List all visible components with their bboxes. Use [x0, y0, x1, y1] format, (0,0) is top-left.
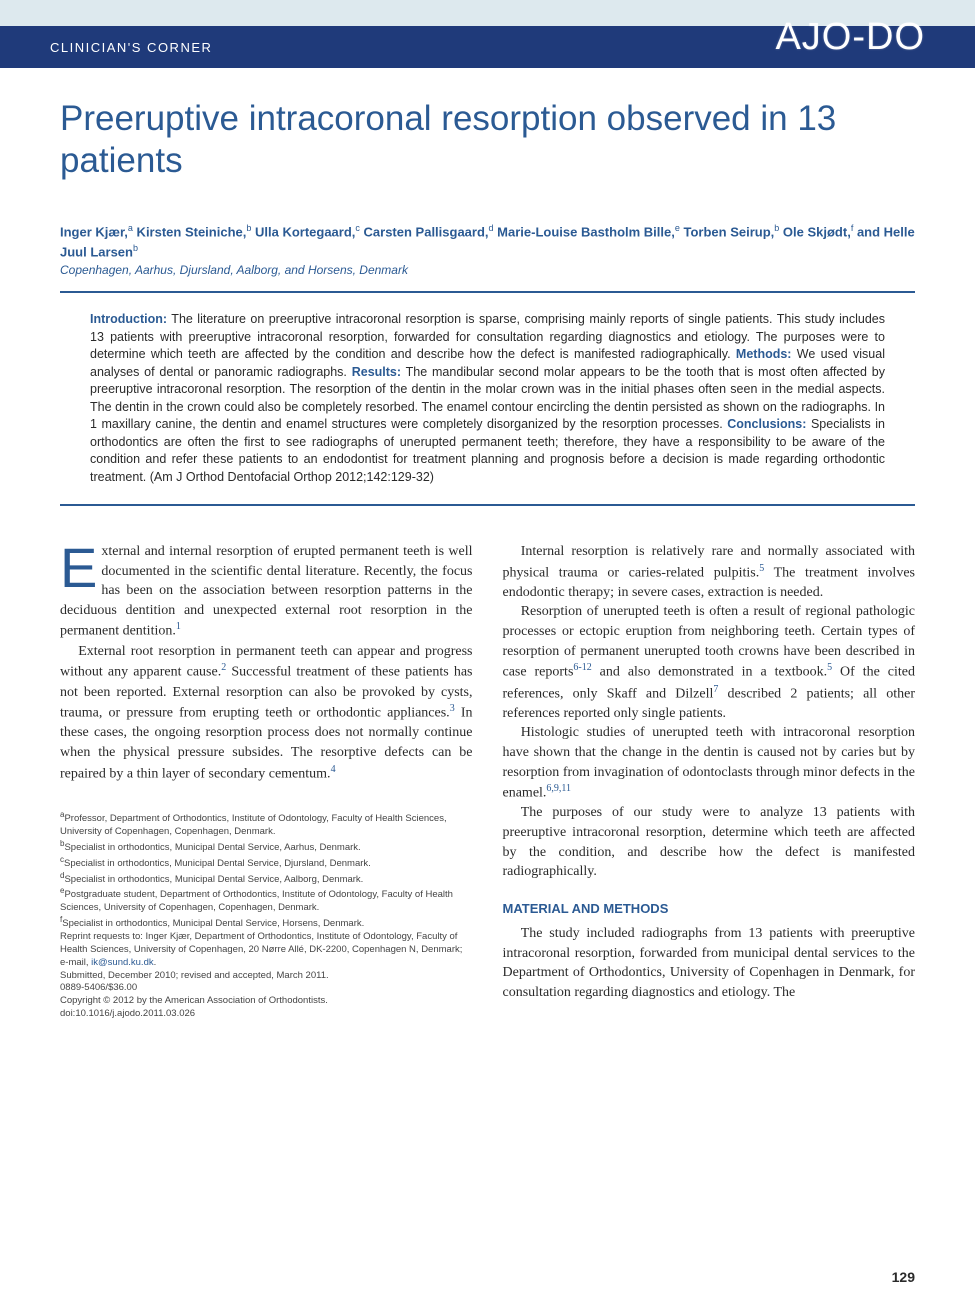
authors-block: Inger Kjær,a Kirsten Steiniche,b Ulla Ko…: [0, 202, 975, 283]
submitted-line: Submitted, December 2010; revised and ac…: [60, 970, 473, 983]
affil-f: fSpecialist in orthodontics, Municipal D…: [60, 915, 473, 931]
authors-line: Inger Kjær,a Kirsten Steiniche,b Ulla Ko…: [60, 222, 915, 261]
issn-line: 0889-5406/$36.00: [60, 982, 473, 995]
reprint-line: Reprint requests to: Inger Kjær, Departm…: [60, 931, 473, 969]
ref-6-12[interactable]: 6-12: [573, 662, 591, 673]
body-r-p2: Resorption of unerupted teeth is often a…: [503, 602, 916, 723]
page-number: 129: [892, 1269, 915, 1285]
reprint-email-link[interactable]: ik@sund.ku.dk: [91, 957, 153, 968]
column-right: Internal resorption is relatively rare a…: [503, 542, 916, 1021]
abstract-methods-label: Methods:: [736, 347, 792, 361]
column-left: External and internal resorption of erup…: [60, 542, 473, 1021]
doi-line: doi:10.1016/j.ajodo.2011.03.026: [60, 1008, 473, 1021]
abstract-conclusions-label: Conclusions:: [727, 417, 806, 431]
affil-c: cSpecialist in orthodontics, Municipal D…: [60, 855, 473, 871]
ref-1[interactable]: 1: [176, 621, 181, 632]
body-r-p1: Internal resorption is relatively rare a…: [503, 542, 916, 602]
author-locations: Copenhagen, Aarhus, Djursland, Aalborg, …: [60, 263, 915, 277]
methods-heading: MATERIAL AND METHODS: [503, 900, 916, 918]
affil-b: bSpecialist in orthodontics, Municipal D…: [60, 839, 473, 855]
abstract-intro-label: Introduction:: [90, 312, 167, 326]
divider-top: [60, 291, 915, 293]
ref-6-9-11[interactable]: 6,9,11: [546, 783, 571, 794]
body-p1: External and internal resorption of erup…: [60, 542, 473, 642]
article-title: Preeruptive intracoronal resorption obse…: [60, 98, 915, 182]
journal-logo: AJO-DO: [775, 16, 925, 59]
abstract: Introduction: The literature on preerupt…: [0, 301, 975, 496]
affil-e: ePostgraduate student, Department of Ort…: [60, 886, 473, 915]
divider-bottom: [60, 504, 915, 506]
affil-d: dSpecialist in orthodontics, Municipal D…: [60, 871, 473, 887]
dropcap: E: [60, 546, 101, 590]
header-bar: CLINICIAN'S CORNER AJO-DO: [0, 26, 975, 68]
body-p2: External root resorption in permanent te…: [60, 642, 473, 784]
title-block: Preeruptive intracoronal resorption obse…: [0, 68, 975, 202]
body-columns: External and internal resorption of erup…: [0, 514, 975, 1021]
copyright-line: Copyright © 2012 by the American Associa…: [60, 995, 473, 1008]
ref-4[interactable]: 4: [331, 764, 336, 775]
affiliations-block: aProfessor, Department of Orthodontics, …: [60, 810, 473, 1021]
affil-a: aProfessor, Department of Orthodontics, …: [60, 810, 473, 839]
body-r-p4: The purposes of our study were to analyz…: [503, 803, 916, 881]
abstract-results-label: Results:: [352, 365, 401, 379]
body-r-p5: The study included radiographs from 13 p…: [503, 924, 916, 1002]
body-r-p3: Histologic studies of unerupted teeth wi…: [503, 723, 916, 803]
section-label: CLINICIAN'S CORNER: [50, 40, 212, 55]
